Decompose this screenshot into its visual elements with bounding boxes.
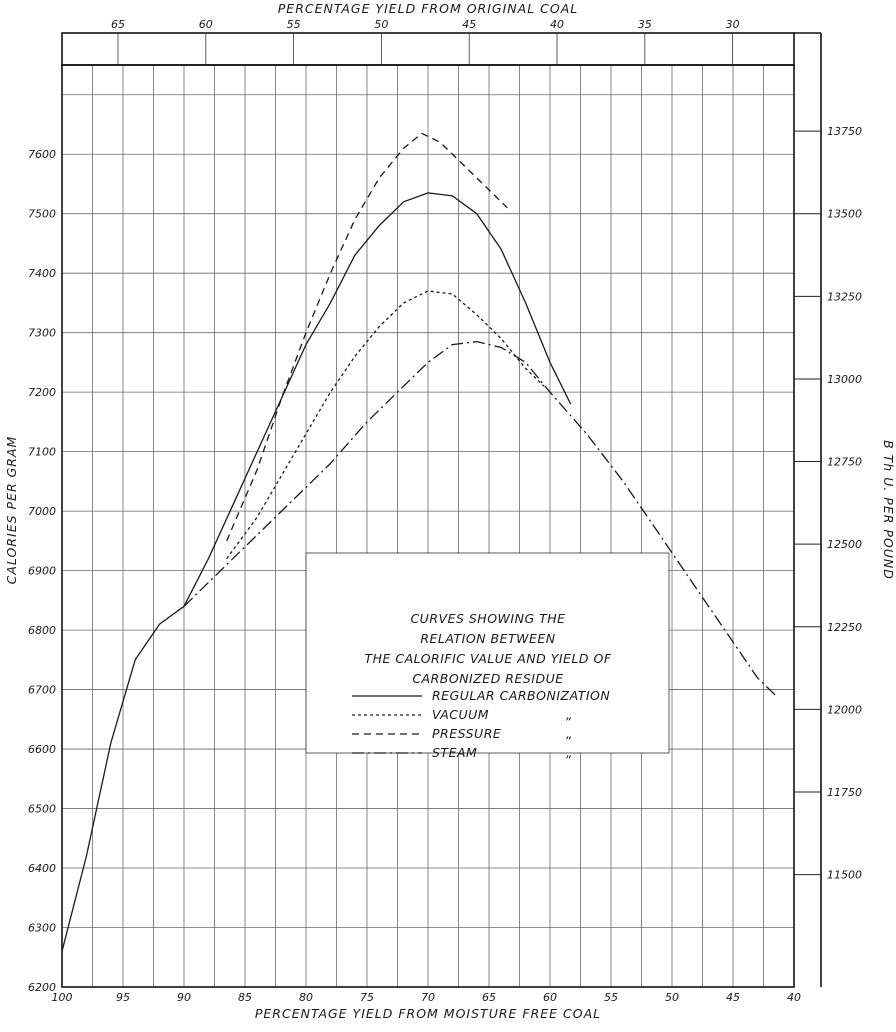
y-tick-label: 7500: [28, 208, 56, 221]
y-right-tick-label: 13250: [827, 290, 862, 303]
curve-vacuum: [226, 290, 545, 560]
grid-lines: [62, 65, 794, 987]
y-tick-label: 7300: [28, 327, 56, 340]
y-right-tick-label: 12500: [827, 538, 862, 551]
x-tick-label: 85: [238, 991, 252, 1004]
x-tick-label: 75: [360, 991, 374, 1004]
y-right-tick-label: 13750: [827, 125, 862, 138]
y-tick-label: 6500: [28, 803, 56, 816]
y-right-tick-label: 12250: [827, 621, 862, 634]
x-tick-label: 70: [421, 991, 435, 1004]
y-tick-label: 6400: [28, 862, 56, 875]
y-tick-label: 7400: [28, 267, 56, 280]
x-top-tick-label: 65: [111, 18, 125, 31]
legend-title-line-2: RELATION BETWEEN: [420, 631, 555, 646]
legend-label: STEAM: [432, 745, 477, 760]
x-top-axis-title: PERCENTAGE YIELD FROM ORIGINAL COAL: [278, 1, 578, 16]
curves: [61, 132, 777, 952]
y-tick-label: 6200: [28, 981, 56, 994]
curve-pressure: [226, 132, 508, 542]
legend-label: PRESSURE: [432, 726, 501, 741]
legend-ditto-mark: „: [566, 707, 573, 722]
x-tick-label: 65: [482, 991, 496, 1004]
y-right-tick-label: 12750: [827, 456, 862, 469]
x-top-tick-label: 60: [199, 18, 213, 31]
chart-frame: [61, 32, 822, 988]
curve-regular-carbonization: [61, 192, 572, 952]
x-tick-label: 50: [665, 991, 679, 1004]
x-top-tick-label: 55: [287, 18, 301, 31]
x-top-tick-label: 35: [638, 18, 652, 31]
x-top-tick-label: 30: [726, 18, 740, 31]
x-tick-label: 55: [604, 991, 618, 1004]
x-tick-label: 80: [299, 991, 313, 1004]
y-tick-label: 6900: [28, 565, 56, 578]
x-tick-label: 90: [177, 991, 191, 1004]
x-top-tick-label: 40: [550, 18, 564, 31]
y-tick-label: 6300: [28, 922, 56, 935]
y-tick-label: 7200: [28, 386, 56, 399]
legend-title-line-3: THE CALORIFIC VALUE AND YIELD OF: [364, 651, 611, 666]
x-top-tick-label: 45: [462, 18, 476, 31]
y-right-tick-label: 12000: [827, 703, 862, 716]
legend-entries: REGULAR CARBONIZATION VACUUM „ PRESSURE „ STE…: [352, 688, 610, 760]
legend-label: REGULAR CARBONIZATION: [432, 688, 610, 703]
legend-ditto-mark: „: [566, 745, 573, 760]
x-tick-label: 95: [116, 991, 130, 1004]
x-axis-title: PERCENTAGE YIELD FROM MOISTURE FREE COAL: [255, 1006, 601, 1021]
y-right-tick-label: 13000: [827, 373, 862, 386]
legend-box: [305, 552, 670, 754]
legend-title-line-4: CARBONIZED RESIDUE: [412, 671, 563, 686]
legend-label: VACUUM: [432, 707, 489, 722]
y-tick-label: 6700: [28, 684, 56, 697]
legend: CURVES SHOWING THE RELATION BETWEEN THE …: [305, 552, 670, 760]
y-right-tick-label: 11750: [827, 786, 862, 799]
y-tick-label: 7100: [28, 446, 56, 459]
y-right-tick-label: 11500: [827, 869, 862, 882]
y-right-axis-title: B Th U. PER POUND: [881, 440, 896, 580]
x-tick-label: 60: [543, 991, 557, 1004]
top-axis-bar: [61, 32, 795, 66]
x-tick-label: 45: [726, 991, 740, 1004]
x-top-tick-label: 50: [374, 18, 388, 31]
y-tick-label: 7000: [28, 505, 56, 518]
legend-ditto-mark: „: [566, 726, 573, 741]
curve-steam: [183, 340, 777, 696]
tick-labels: 100 95 90 85 80 75 70 65 60 55 50 45 40 65 60 55 50 45 40 3…: [28, 18, 862, 1004]
y-right-tick-label: 13500: [827, 208, 862, 221]
x-tick-label: 100: [52, 991, 73, 1004]
legend-title-line-1: CURVES SHOWING THE: [410, 611, 565, 626]
y-tick-label: 6600: [28, 743, 56, 756]
y-tick-label: 7600: [28, 148, 56, 161]
y-axis-title: CALORIES PER GRAM: [4, 436, 19, 585]
y-tick-label: 6800: [28, 624, 56, 637]
x-tick-label: 40: [787, 991, 801, 1004]
